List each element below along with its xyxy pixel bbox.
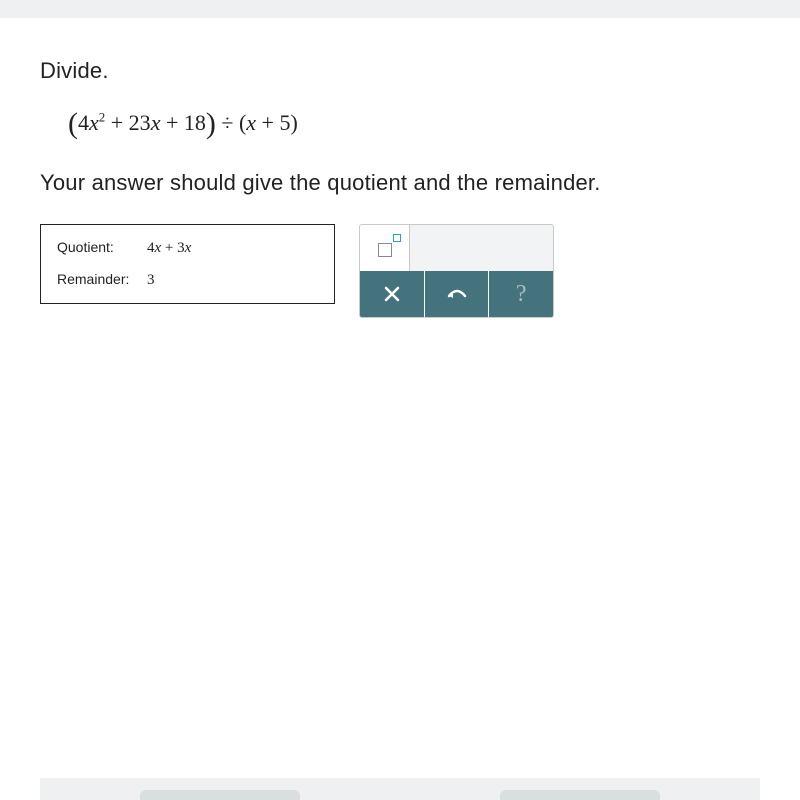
help-button[interactable]: ? <box>488 271 553 317</box>
math-toolbox: ? <box>359 224 554 318</box>
answer-box[interactable]: Quotient: 4x + 3x Remainder: 3 <box>40 224 335 304</box>
remainder-line: Remainder: 3 <box>57 271 318 289</box>
remainder-label: Remainder: <box>57 271 147 287</box>
toolbox-top <box>360 225 553 271</box>
undo-icon <box>445 286 469 302</box>
quotient-line: Quotient: 4x + 3x <box>57 239 318 257</box>
bottom-chip-left <box>140 790 300 800</box>
clear-button[interactable] <box>360 271 424 317</box>
undo-button[interactable] <box>424 271 489 317</box>
instruction-text: Divide. <box>40 58 760 84</box>
problem-content: Divide. (4x2 + 23x + 18) ÷ (x + 5) Your … <box>0 18 800 318</box>
top-separator <box>0 0 800 18</box>
help-icon: ? <box>516 281 527 308</box>
remainder-value: 3 <box>147 272 155 289</box>
toolbox-blank <box>410 225 553 271</box>
quotient-value: 4x + 3x <box>147 240 191 257</box>
bottom-chip-right <box>500 790 660 800</box>
exponent-button[interactable] <box>360 225 410 271</box>
math-expression: (4x2 + 23x + 18) ÷ (x + 5) <box>68 106 760 142</box>
exponent-icon <box>378 243 392 257</box>
answer-row: Quotient: 4x + 3x Remainder: 3 <box>40 224 760 318</box>
subtext: Your answer should give the quotient and… <box>40 170 760 196</box>
toolbox-bottom: ? <box>360 271 553 317</box>
quotient-label: Quotient: <box>57 239 147 255</box>
bottom-bar <box>40 778 760 800</box>
close-icon <box>384 286 400 302</box>
